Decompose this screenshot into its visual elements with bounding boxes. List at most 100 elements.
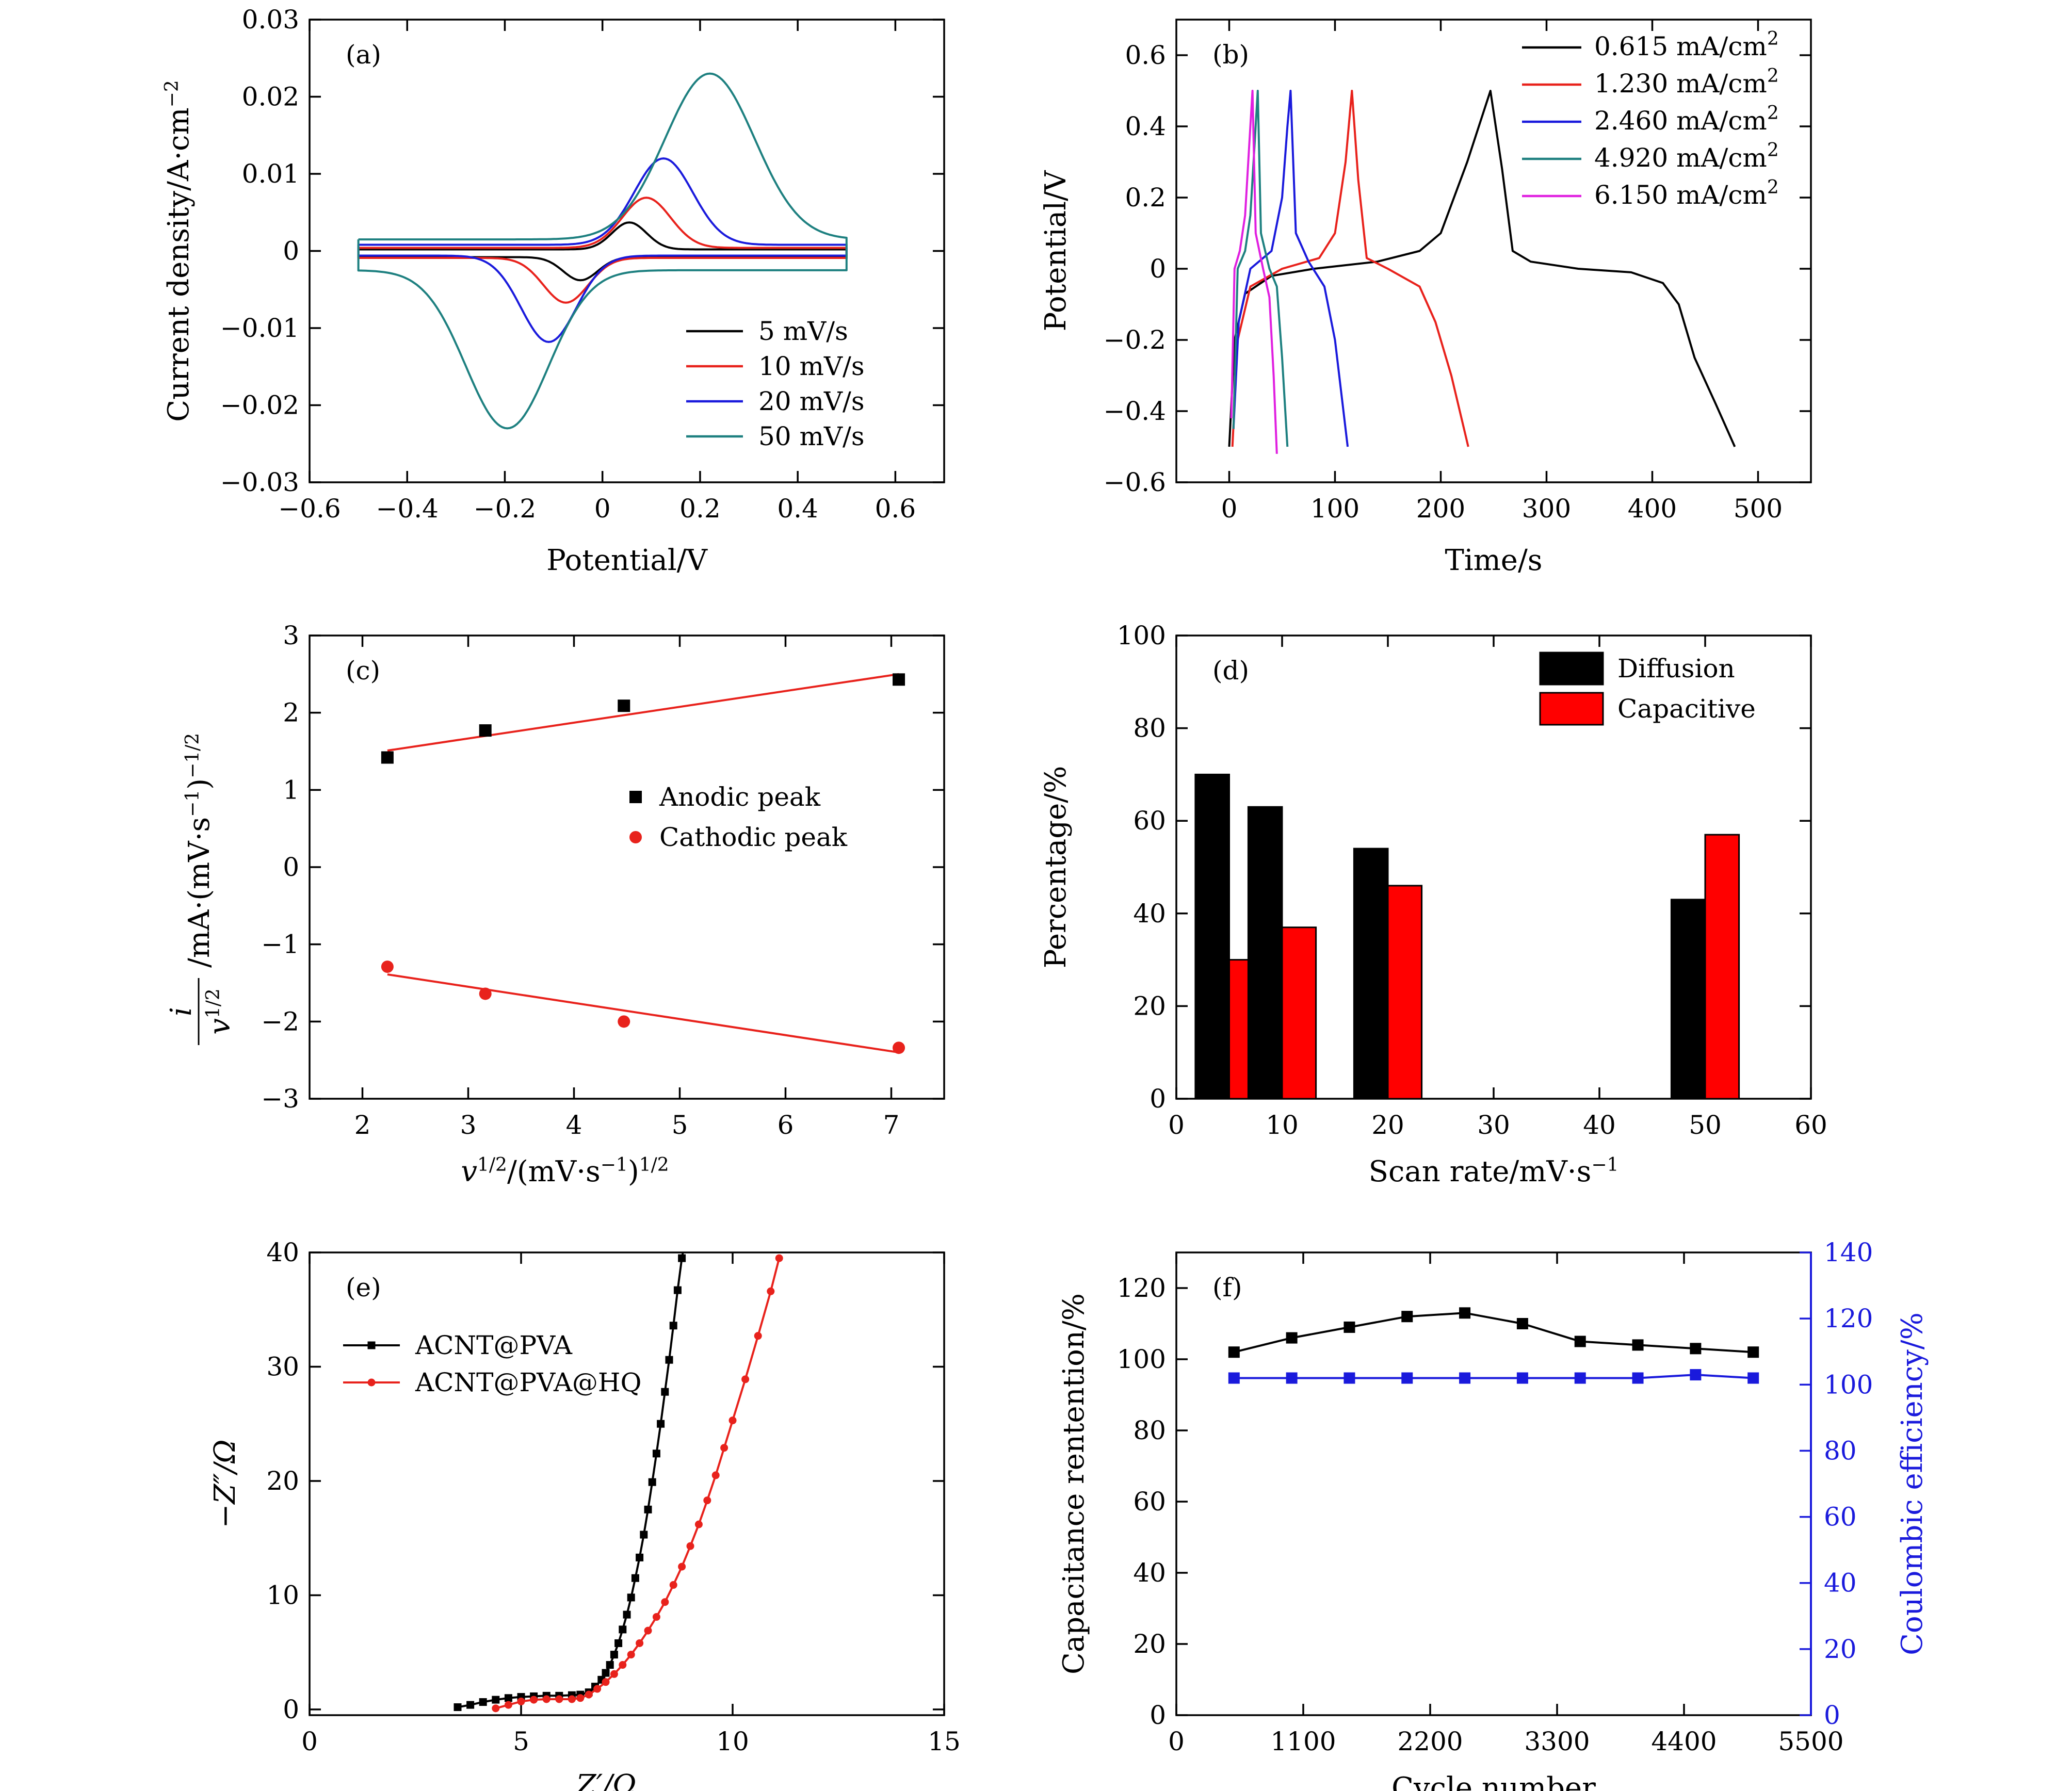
fit-line-1 xyxy=(387,673,899,752)
nyquist-point xyxy=(652,1450,660,1458)
diffusion-bar xyxy=(1247,806,1283,1100)
retention-point xyxy=(1228,1346,1240,1358)
x-tick-label: 2200 xyxy=(1397,1727,1463,1756)
y-tick-label: 40 xyxy=(1133,1558,1166,1588)
nyquist-point xyxy=(673,1286,682,1294)
legend-label: Anodic peak xyxy=(659,782,821,812)
label-part: −1 xyxy=(601,1154,628,1176)
y-tick-label: 10 xyxy=(266,1580,299,1610)
y-tick-label: 20 xyxy=(266,1466,299,1496)
nyquist-point xyxy=(602,1678,610,1686)
gcd-curve-2 xyxy=(1231,90,1469,447)
nyquist-point xyxy=(678,1562,686,1571)
nyquist-point xyxy=(669,1322,677,1330)
nyquist-point xyxy=(614,1639,623,1647)
legend-marker xyxy=(629,791,642,803)
nyquist-point xyxy=(610,1670,618,1678)
y-tick-label: 40 xyxy=(1133,899,1166,929)
nyquist-point xyxy=(720,1444,729,1452)
coulombic-point xyxy=(1401,1372,1413,1384)
label-part: /mA·(mV·s xyxy=(183,817,216,968)
x-tick-label: 0.4 xyxy=(777,494,818,524)
y-label-unit: /mA·(mV·s−1)−1/2 xyxy=(182,733,217,968)
y-axis-label: −Z″/Ω xyxy=(208,1439,242,1528)
panel-label: (f) xyxy=(1212,1273,1242,1302)
y-tick-label: 1 xyxy=(283,775,299,805)
legend-label: 5 mV/s xyxy=(758,316,848,346)
coulombic-point xyxy=(1228,1372,1240,1384)
panel-c: 2 3 4 5 6 7−3−2−10123(c)v1/2/(mV·s−1)1/2iv1/2… xyxy=(165,621,945,1188)
label-part: 2 xyxy=(1767,66,1779,87)
nyquist-point xyxy=(631,1574,639,1582)
nyquist-point xyxy=(610,1651,618,1659)
x-tick-label: 10 xyxy=(716,1727,749,1756)
diffusion-bar xyxy=(1353,848,1389,1100)
capacitive-bar xyxy=(1704,834,1740,1100)
y-axis-label: iv1/2/mA·(mV·s−1)−1/2 xyxy=(165,733,237,1045)
panel-e: 0 5 10 15 0 10 20 30 40 (e) Z′/Ω −Z″/Ω ACNT@PVA ACNT@… xyxy=(208,1238,961,1791)
x-tick-label: 4400 xyxy=(1651,1727,1717,1756)
legend-label: ACNT@PVA@HQ xyxy=(415,1367,642,1397)
label-part: 0.615 mA/cm xyxy=(1594,31,1767,61)
nyquist-point xyxy=(661,1598,669,1606)
y-axis-label: Capacitance rentention/% xyxy=(1057,1293,1091,1674)
x-tick-label: 0 xyxy=(594,494,611,524)
x-tick-label: 5 xyxy=(513,1727,529,1756)
legend-label: 20 mV/s xyxy=(758,386,865,416)
y-tick-label: 0 xyxy=(1150,1084,1166,1114)
x-tick-label: 0.6 xyxy=(875,494,916,524)
y-tick-label: 0 xyxy=(1150,1700,1166,1730)
x-tick-label: 2 xyxy=(354,1110,371,1140)
x-tick-label: 7 xyxy=(883,1110,900,1140)
panel-label: (d) xyxy=(1212,656,1249,686)
nyquist-point xyxy=(686,1542,694,1550)
coulombic-point xyxy=(1459,1372,1471,1384)
y-tick-label: 0.6 xyxy=(1125,40,1166,70)
anodic-point xyxy=(381,751,394,764)
nyquist-point xyxy=(711,1471,720,1479)
nyquist-point xyxy=(754,1332,762,1340)
y-label-denominator: v1/2 xyxy=(203,988,237,1035)
label-part: 2 xyxy=(1767,28,1779,50)
y-tick-label: 60 xyxy=(1133,1487,1166,1517)
y-tick-label: 40 xyxy=(266,1238,299,1267)
nyquist-point xyxy=(576,1694,585,1702)
label-part: ) xyxy=(628,1155,639,1188)
y-tick-label: 0 xyxy=(1150,254,1166,284)
cv-curve-1 xyxy=(357,221,848,282)
label-part: −1 xyxy=(1591,1154,1618,1176)
legend-label: 0.615 mA/cm2 xyxy=(1594,28,1779,62)
nyquist-point xyxy=(504,1694,512,1702)
y-tick-label: −3 xyxy=(261,1084,299,1114)
y-tick-label: 0 xyxy=(283,852,299,882)
y-tick-label: 100 xyxy=(1117,1344,1166,1374)
cathodic-point xyxy=(618,1015,630,1028)
cathodic-point xyxy=(479,987,492,1000)
y-tick-label: 0.2 xyxy=(1125,183,1166,213)
plot-frame xyxy=(1175,19,1812,483)
y-tick-label: 80 xyxy=(1133,1415,1166,1445)
label-part: 6.150 mA/cm xyxy=(1594,180,1767,210)
nyquist-point xyxy=(504,1701,512,1709)
label-part: v xyxy=(461,1155,477,1188)
nyquist-point xyxy=(694,1520,703,1528)
x-tick-label: 6 xyxy=(778,1110,794,1140)
cv-curve-4 xyxy=(357,72,848,430)
x-tick-label: 30 xyxy=(1477,1110,1510,1140)
nyquist-point xyxy=(606,1661,614,1669)
label-part: ) xyxy=(183,778,216,790)
nyquist-point xyxy=(661,1388,669,1396)
gcd-curve-3 xyxy=(1232,90,1349,447)
y-tick-label: −0.4 xyxy=(1104,396,1166,426)
y-tick-label: 0.01 xyxy=(242,159,299,189)
nyquist-point xyxy=(775,1254,783,1262)
panel-a: −0.6 −0.4 −0.2 0 0.2 0.4 0.6 −0.03 −0.02 −0.01 0 0.… xyxy=(161,5,945,577)
x-tick-label: 200 xyxy=(1416,494,1465,524)
y-tick-label: −0.01 xyxy=(220,313,299,343)
x-tick-label: 0 xyxy=(1168,1727,1185,1756)
retention-point xyxy=(1690,1343,1702,1355)
plot-frame xyxy=(1175,1251,1812,1716)
nyquist-point xyxy=(636,1639,644,1647)
right-tick-label: 40 xyxy=(1824,1568,1857,1598)
